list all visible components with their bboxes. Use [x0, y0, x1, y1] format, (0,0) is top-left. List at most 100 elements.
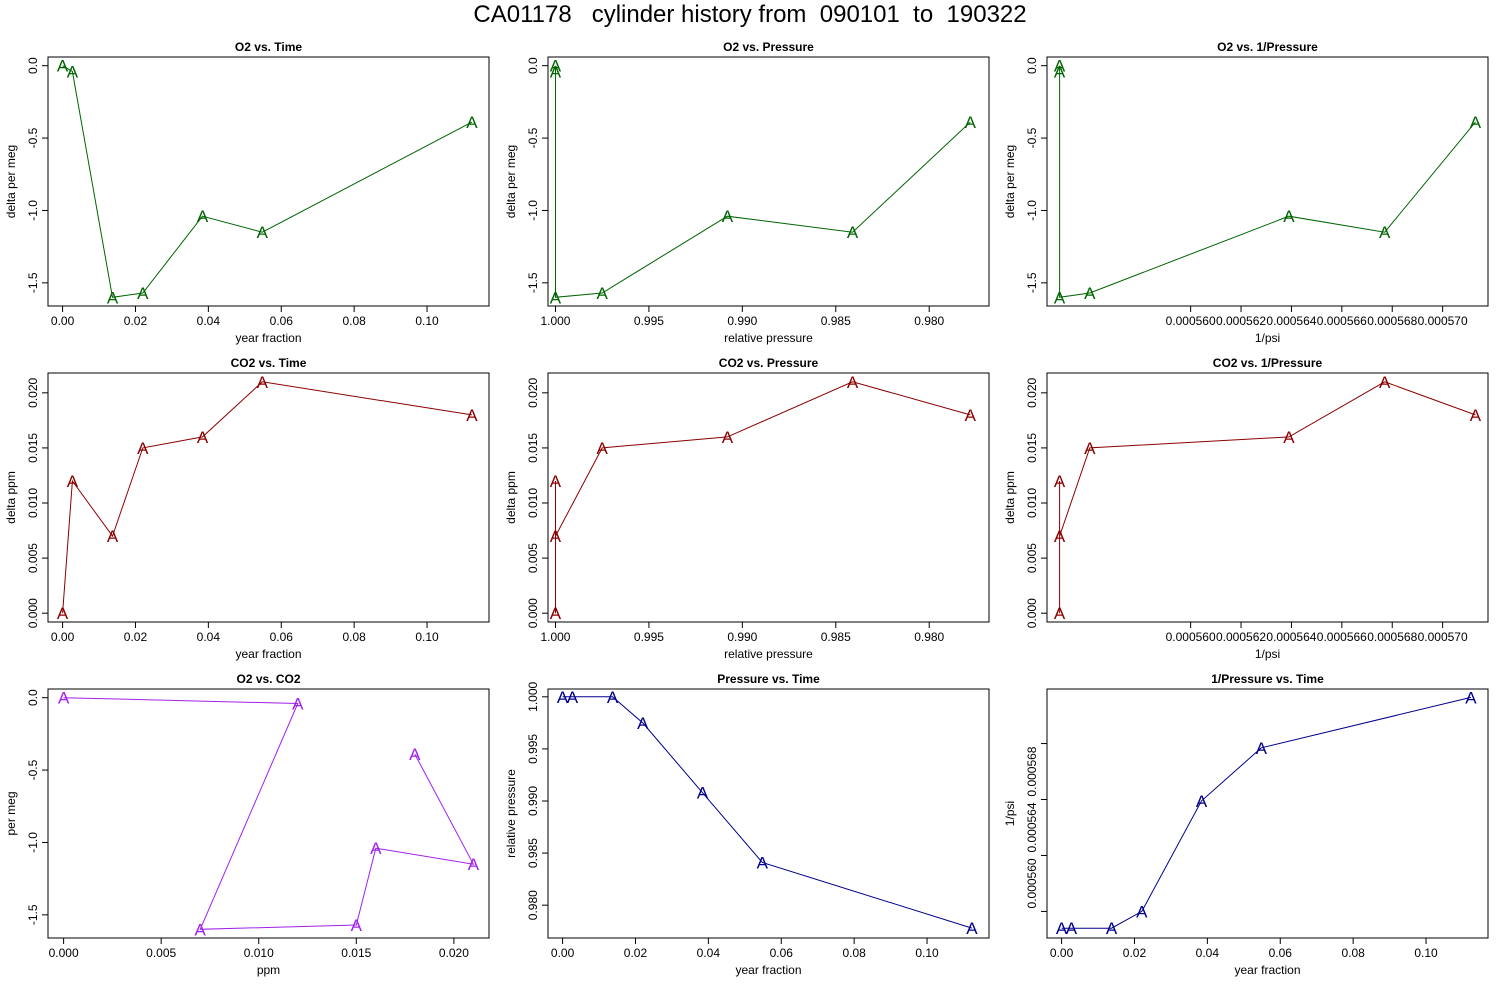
- y-tick-label: 0.020: [526, 377, 540, 407]
- data-point-marker: A: [550, 604, 562, 623]
- y-axis-label: 1/psi: [1003, 801, 1017, 826]
- y-tick-label: 0.005: [26, 543, 40, 573]
- series-line: [1059, 65, 1476, 298]
- data-point-marker: A: [292, 694, 304, 713]
- plot-frame: [547, 688, 990, 939]
- chart-title: O2 vs. CO2: [236, 672, 300, 686]
- data-point-marker: A: [466, 113, 478, 132]
- y-tick-label: 0.0: [26, 57, 40, 74]
- x-tick-label: 0.08: [342, 314, 366, 328]
- data-point-marker: A: [1054, 57, 1066, 76]
- data-point-marker: A: [1054, 472, 1066, 491]
- series-line: [63, 697, 475, 930]
- data-point-marker: A: [1379, 373, 1391, 392]
- x-tick-label: 0.985: [821, 314, 851, 328]
- y-tick-label: 0.0: [1025, 57, 1039, 74]
- x-tick-label: 0.000562: [1216, 314, 1266, 328]
- data-point-marker: A: [195, 920, 207, 939]
- data-point-marker: A: [637, 714, 649, 733]
- x-tick-label: 0.010: [244, 946, 274, 960]
- data-point-marker: A: [965, 406, 977, 425]
- data-point-marker: A: [722, 428, 734, 447]
- chart-title: O2 vs. 1/Pressure: [1217, 40, 1318, 54]
- chart-title: CO2 vs. Pressure: [719, 356, 819, 370]
- data-point-marker: A: [597, 439, 609, 458]
- x-tick-label: 1.000: [540, 630, 570, 644]
- data-point-marker: A: [697, 784, 709, 803]
- y-tick-label: 0.020: [26, 377, 40, 407]
- x-axis-label: year fraction: [1234, 963, 1300, 977]
- y-axis-label: delta ppm: [1003, 471, 1017, 524]
- x-tick-label: 0.06: [270, 314, 294, 328]
- x-tick-label: 0.04: [197, 314, 221, 328]
- y-tick-label: 0.015: [26, 433, 40, 463]
- y-tick-label: -1.0: [526, 200, 540, 221]
- x-tick-label: 0.980: [914, 314, 944, 328]
- chart-panel: O2 vs. Time 0.00 0.02 0.04 0.06 0.08 0.10 0.0 -0…: [4, 40, 490, 345]
- data-point-marker: A: [1106, 919, 1118, 938]
- data-point-marker: A: [1084, 439, 1096, 458]
- chart-panel: O2 vs. CO2 0.000 0.005 0.010 0.015 0.020 0.0 -0…: [4, 672, 490, 977]
- data-point-marker: A: [1054, 604, 1066, 623]
- y-tick-label: -1.5: [26, 272, 40, 293]
- x-tick-label: 0.00: [51, 314, 75, 328]
- y-tick-label: 0.000564: [1025, 802, 1039, 852]
- y-axis-label: delta ppm: [504, 471, 518, 524]
- x-axis-label: ppm: [257, 963, 280, 977]
- data-point-marker: A: [197, 428, 209, 447]
- x-tick-label: 0.000568: [1367, 630, 1417, 644]
- data-point-marker: A: [107, 288, 119, 307]
- x-tick-label: 0.000570: [1418, 314, 1468, 328]
- y-tick-label: 0.000: [26, 598, 40, 628]
- y-axis-label: per meg: [4, 791, 18, 835]
- data-point-marker: A: [67, 472, 79, 491]
- series-line: [1061, 696, 1472, 929]
- data-point-marker: A: [607, 688, 619, 707]
- data-point-marker: A: [1283, 207, 1295, 226]
- x-axis-label: relative pressure: [724, 647, 813, 661]
- x-tick-label: 0.02: [624, 946, 648, 960]
- data-point-marker: A: [58, 689, 70, 708]
- y-axis-label: delta ppm: [4, 471, 18, 524]
- y-tick-label: 0.005: [1025, 543, 1039, 573]
- data-point-marker: A: [1283, 428, 1295, 447]
- chart-title: CO2 vs. 1/Pressure: [1213, 356, 1323, 370]
- data-point-marker: A: [550, 57, 562, 76]
- plot-frame: [1046, 688, 1489, 939]
- data-point-marker: A: [847, 373, 859, 392]
- chart-title: CO2 vs. Time: [231, 356, 307, 370]
- chart-title: Pressure vs. Time: [717, 672, 820, 686]
- y-tick-label: -1.5: [526, 272, 540, 293]
- x-tick-label: 0.06: [770, 946, 794, 960]
- data-point-marker: A: [966, 919, 978, 938]
- series-line: [555, 381, 971, 614]
- data-point-marker: A: [557, 688, 569, 707]
- y-tick-label: -1.0: [26, 200, 40, 221]
- chart-panel: CO2 vs. Time 0.00 0.02 0.04 0.06 0.08 0.10 0.00…: [4, 356, 490, 661]
- x-tick-label: 0.000564: [1266, 314, 1316, 328]
- y-tick-label: -0.5: [526, 127, 540, 148]
- data-point-marker: A: [1465, 688, 1477, 707]
- data-point-marker: A: [567, 688, 579, 707]
- y-axis-label: delta per meg: [504, 145, 518, 218]
- plot-frame: [47, 56, 490, 307]
- x-axis-label: 1/psi: [1255, 647, 1280, 661]
- data-point-marker: A: [197, 207, 209, 226]
- y-tick-label: -0.5: [26, 759, 40, 780]
- x-tick-label: 0.04: [1196, 946, 1220, 960]
- y-tick-label: 0.015: [1025, 433, 1039, 463]
- y-tick-label: 0.010: [26, 488, 40, 518]
- data-point-marker: A: [550, 527, 562, 546]
- data-point-marker: A: [1084, 284, 1096, 303]
- y-tick-label: -1.5: [26, 904, 40, 925]
- x-axis-label: 1/psi: [1255, 331, 1280, 345]
- x-tick-label: 0.000566: [1317, 630, 1367, 644]
- x-tick-label: 0.06: [1269, 946, 1293, 960]
- x-axis-label: year fraction: [235, 331, 301, 345]
- x-tick-label: 0.000564: [1266, 630, 1316, 644]
- data-point-marker: A: [107, 527, 119, 546]
- x-tick-label: 0.980: [914, 630, 944, 644]
